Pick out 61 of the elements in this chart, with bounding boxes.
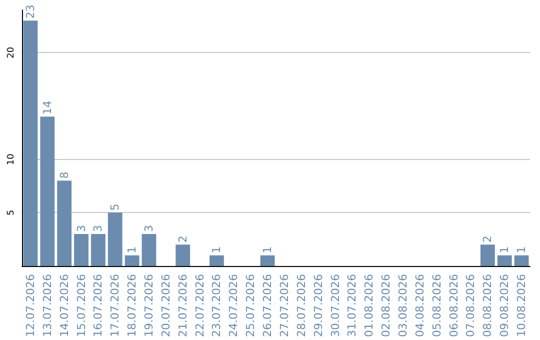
bar bbox=[176, 244, 190, 266]
bar bbox=[142, 234, 156, 266]
x-tick-label: 17.07.2026 bbox=[108, 274, 122, 338]
bar bbox=[91, 234, 106, 266]
x-tick-label: 03.08.2026 bbox=[396, 274, 410, 338]
bar bbox=[108, 212, 122, 266]
x-tick-label: 21.07.2026 bbox=[176, 274, 190, 338]
bar bbox=[124, 255, 140, 266]
x-tick-label: 20.07.2026 bbox=[159, 274, 172, 338]
x-tick-label: 23.07.2026 bbox=[210, 274, 224, 338]
x-tick-label: 13.07.2026 bbox=[40, 274, 54, 338]
x-tick-label: 27.07.2026 bbox=[278, 274, 291, 338]
bar bbox=[40, 116, 55, 266]
bar bbox=[23, 20, 38, 266]
x-tick-label: 26.07.2026 bbox=[261, 274, 274, 338]
data-label: 8 bbox=[58, 172, 71, 179]
x-tick-label: 19.07.2026 bbox=[142, 274, 156, 338]
bar bbox=[57, 180, 72, 266]
y-tick-label: 5 bbox=[6, 210, 16, 216]
x-tick-label: 14.07.2026 bbox=[58, 274, 71, 338]
bar bbox=[74, 234, 88, 266]
x-tick-label: 12.07.2026 bbox=[24, 274, 37, 338]
bar bbox=[260, 255, 275, 266]
x-tick-label: 05.08.2026 bbox=[430, 274, 444, 338]
x-tick-label: 16.07.2026 bbox=[92, 274, 105, 338]
data-label: 23 bbox=[24, 4, 37, 19]
x-tick-label: 25.07.2026 bbox=[244, 274, 258, 338]
x-tick-label: 07.08.2026 bbox=[464, 274, 478, 338]
bar bbox=[480, 244, 495, 266]
x-tick-label: 31.07.2026 bbox=[346, 274, 359, 338]
x-tick-label: 08.08.2026 bbox=[481, 274, 494, 338]
bar bbox=[497, 255, 512, 266]
y-tick-label: 10 bbox=[6, 153, 16, 166]
data-label: 3 bbox=[92, 225, 105, 232]
data-label: 2 bbox=[481, 236, 494, 243]
x-tick-label: 10.08.2026 bbox=[515, 274, 528, 338]
x-tick-label: 09.08.2026 bbox=[498, 274, 512, 338]
x-tick-label: 18.07.2026 bbox=[126, 274, 139, 338]
x-tick-label: 30.07.2026 bbox=[328, 274, 342, 338]
y-tick-label: 20 bbox=[6, 46, 16, 58]
x-tick-label: 29.07.2026 bbox=[312, 274, 325, 338]
data-label: 3 bbox=[142, 225, 156, 232]
data-label: 14 bbox=[40, 100, 54, 115]
data-label: 1 bbox=[126, 246, 139, 254]
data-label: 1 bbox=[498, 246, 512, 254]
x-tick-label: 24.07.2026 bbox=[227, 274, 240, 338]
data-label: 1 bbox=[261, 246, 274, 254]
x-tick-label: 04.08.2026 bbox=[413, 274, 426, 338]
data-label: 5 bbox=[108, 204, 122, 211]
x-tick-label: 28.07.2026 bbox=[294, 274, 308, 338]
bar bbox=[210, 255, 224, 266]
data-label: 2 bbox=[176, 236, 190, 243]
x-tick-label: 02.08.2026 bbox=[380, 274, 393, 338]
bar bbox=[514, 255, 529, 266]
x-tick-label: 06.08.2026 bbox=[447, 274, 460, 338]
data-label: 1 bbox=[515, 246, 528, 254]
x-tick-label: 01.08.2026 bbox=[362, 274, 376, 338]
data-label: 3 bbox=[74, 225, 88, 232]
x-tick-label: 22.07.2026 bbox=[193, 274, 206, 338]
data-label: 1 bbox=[210, 246, 224, 254]
x-tick-label: 15.07.2026 bbox=[74, 274, 88, 338]
